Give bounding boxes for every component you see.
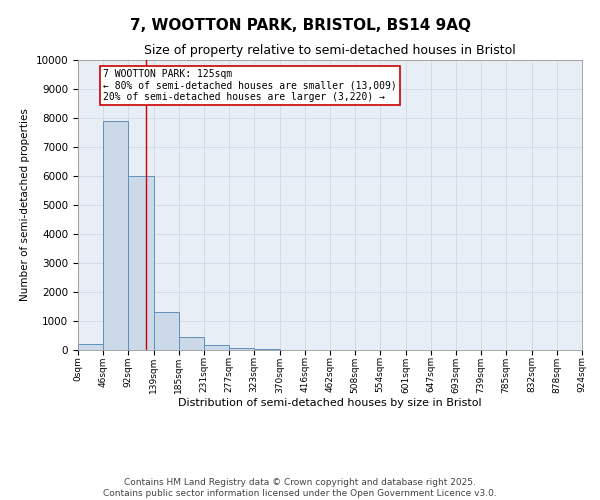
Bar [78,344,103,350]
Text: 7 WOOTTON PARK: 125sqm
← 80% of semi-detached houses are smaller (13,009)
20% of: 7 WOOTTON PARK: 125sqm ← 80% of semi-det… [103,68,397,102]
Bar [154,312,179,350]
X-axis label: Distribution of semi-detached houses by size in Bristol: Distribution of semi-detached houses by … [178,398,482,408]
Bar [204,345,229,350]
Text: 7, WOOTTON PARK, BRISTOL, BS14 9AQ: 7, WOOTTON PARK, BRISTOL, BS14 9AQ [130,18,470,32]
Bar [229,348,254,350]
Bar [254,348,280,350]
Bar [103,121,128,350]
Bar [179,337,204,350]
Bar [128,176,154,350]
Text: Contains HM Land Registry data © Crown copyright and database right 2025.
Contai: Contains HM Land Registry data © Crown c… [103,478,497,498]
Y-axis label: Number of semi-detached properties: Number of semi-detached properties [20,108,30,302]
Title: Size of property relative to semi-detached houses in Bristol: Size of property relative to semi-detach… [144,44,516,58]
